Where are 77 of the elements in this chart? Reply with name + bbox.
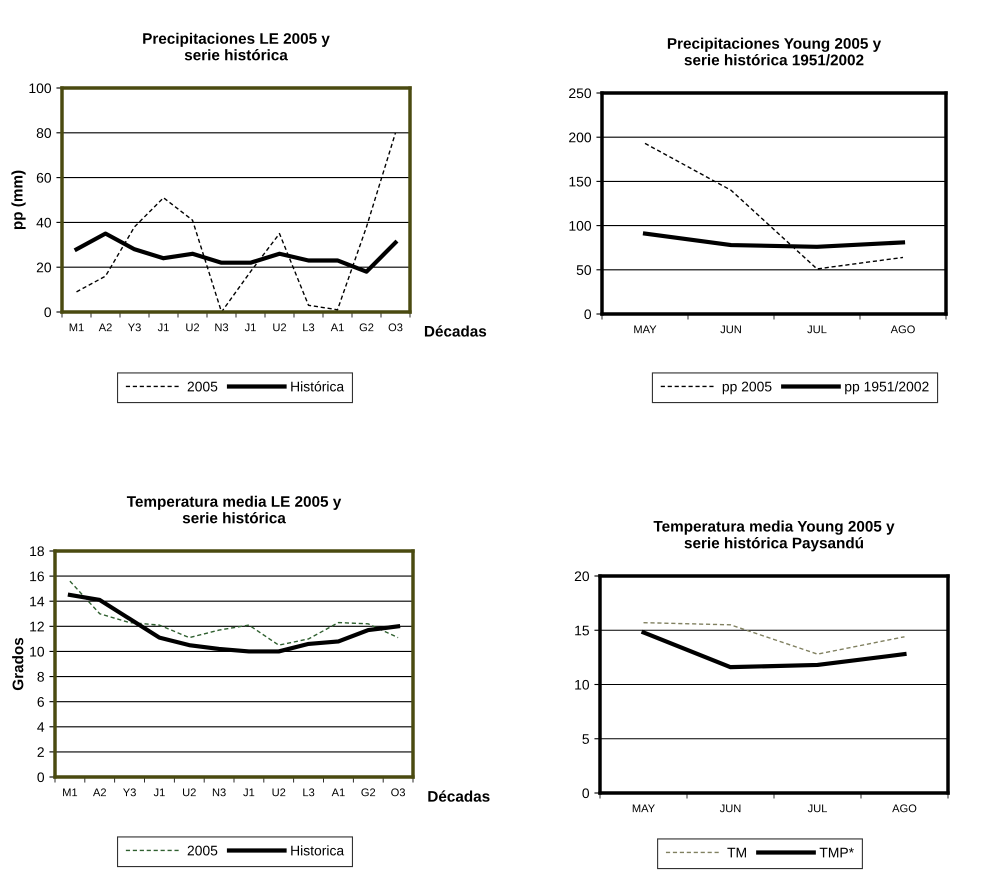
x-tick-label: MAY bbox=[632, 804, 655, 812]
y-tick-label: 8 bbox=[37, 672, 44, 682]
x-axis-title: Décadas bbox=[424, 325, 486, 337]
y-tick-label: 4 bbox=[37, 722, 44, 732]
y-tick-label: 0 bbox=[37, 772, 44, 782]
x-tick-label: M1 bbox=[70, 324, 84, 332]
legend-label: pp 2005 bbox=[722, 382, 772, 394]
y-tick-label: 100 bbox=[569, 220, 592, 231]
chart-title: Temperatura media LE 2005 y serie histórica bbox=[126, 496, 342, 524]
x-tick-label: U2 bbox=[186, 323, 200, 332]
legend-label: 2005 bbox=[188, 846, 218, 856]
legend-label: 2005 bbox=[188, 382, 218, 392]
x-tick-label: L3 bbox=[303, 323, 314, 332]
x-tick-label: J1 bbox=[244, 324, 256, 332]
y-tick-label: 50 bbox=[576, 265, 592, 275]
y-tick-label: 15 bbox=[575, 626, 590, 636]
y-tick-label: 60 bbox=[36, 172, 52, 183]
y-axis-title: Grados bbox=[12, 638, 24, 690]
x-tick-label: MAY bbox=[634, 326, 656, 334]
legend-label: TMP* bbox=[820, 848, 854, 858]
y-tick-label: 16 bbox=[30, 571, 44, 582]
y-tick-label: 40 bbox=[36, 218, 52, 228]
y-tick-label: 14 bbox=[30, 596, 44, 606]
y-tick-label: 10 bbox=[575, 680, 590, 690]
x-tick-label: G2 bbox=[360, 323, 374, 332]
x-tick-label: J1 bbox=[243, 788, 254, 796]
x-tick-label: J1 bbox=[158, 324, 169, 332]
x-tick-label: A2 bbox=[98, 323, 112, 332]
x-tick-label: O3 bbox=[391, 788, 406, 796]
chart-title: Temperatura media Young 2005 y serie histórica Paysandú bbox=[654, 520, 895, 552]
y-tick-label: 18 bbox=[30, 546, 44, 556]
y-tick-label: 0 bbox=[584, 309, 592, 320]
x-tick-label: JUN bbox=[720, 326, 741, 334]
line-series bbox=[642, 622, 906, 655]
x-tick-label: Y3 bbox=[123, 788, 136, 796]
x-tick-label: N3 bbox=[212, 788, 226, 796]
legend-label: pp 1951/2002 bbox=[845, 381, 929, 394]
chart-title: Precipitaciones LE 2005 y serie histórica bbox=[143, 32, 330, 60]
x-tick-label: AGO bbox=[892, 804, 916, 812]
y-tick-label: 2 bbox=[38, 747, 44, 757]
x-tick-label: N3 bbox=[215, 323, 228, 332]
y-axis-title: pp (mm) bbox=[11, 170, 26, 230]
x-tick-label: Y3 bbox=[128, 323, 141, 332]
x-tick-label: J1 bbox=[154, 788, 165, 796]
x-tick-label: A1 bbox=[330, 324, 344, 332]
y-tick-label: 100 bbox=[29, 83, 52, 94]
x-tick-label: JUL bbox=[808, 804, 828, 812]
y-tick-label: 6 bbox=[38, 697, 44, 707]
y-tick-label: 250 bbox=[569, 88, 592, 98]
x-tick-label: M1 bbox=[63, 788, 78, 796]
line-series bbox=[69, 580, 399, 646]
y-tick-label: 10 bbox=[30, 646, 44, 657]
y-tick-label: 0 bbox=[582, 788, 590, 798]
y-tick-label: 20 bbox=[36, 262, 52, 272]
x-axis-title: Décadas bbox=[428, 790, 490, 802]
legend-label: TM bbox=[727, 848, 746, 858]
chart-title: Precipitaciones Young 2005 y serie histórica 1951/2002 bbox=[668, 38, 882, 66]
x-tick-label: A2 bbox=[92, 788, 106, 796]
y-tick-label: 5 bbox=[582, 734, 589, 744]
legend-label: Histórica bbox=[291, 381, 344, 392]
x-tick-label: JUN bbox=[720, 804, 740, 812]
y-tick-label: 200 bbox=[569, 132, 592, 142]
y-tick-label: 12 bbox=[30, 622, 44, 632]
y-tick-label: 20 bbox=[574, 571, 590, 582]
y-tick-label: 150 bbox=[569, 176, 592, 187]
x-tick-label: O3 bbox=[388, 323, 402, 332]
x-tick-label: G2 bbox=[361, 788, 376, 796]
legend-label: Historica bbox=[291, 845, 344, 856]
x-tick-label: AGO bbox=[890, 325, 915, 334]
y-tick-label: 80 bbox=[36, 128, 52, 138]
x-tick-label: L3 bbox=[303, 788, 314, 796]
y-tick-label: 0 bbox=[44, 307, 52, 318]
x-tick-label: U2 bbox=[272, 788, 286, 796]
x-tick-label: JUL bbox=[807, 326, 827, 334]
x-tick-label: A1 bbox=[332, 788, 345, 796]
x-tick-label: U2 bbox=[273, 323, 286, 332]
x-tick-label: U2 bbox=[183, 788, 196, 796]
